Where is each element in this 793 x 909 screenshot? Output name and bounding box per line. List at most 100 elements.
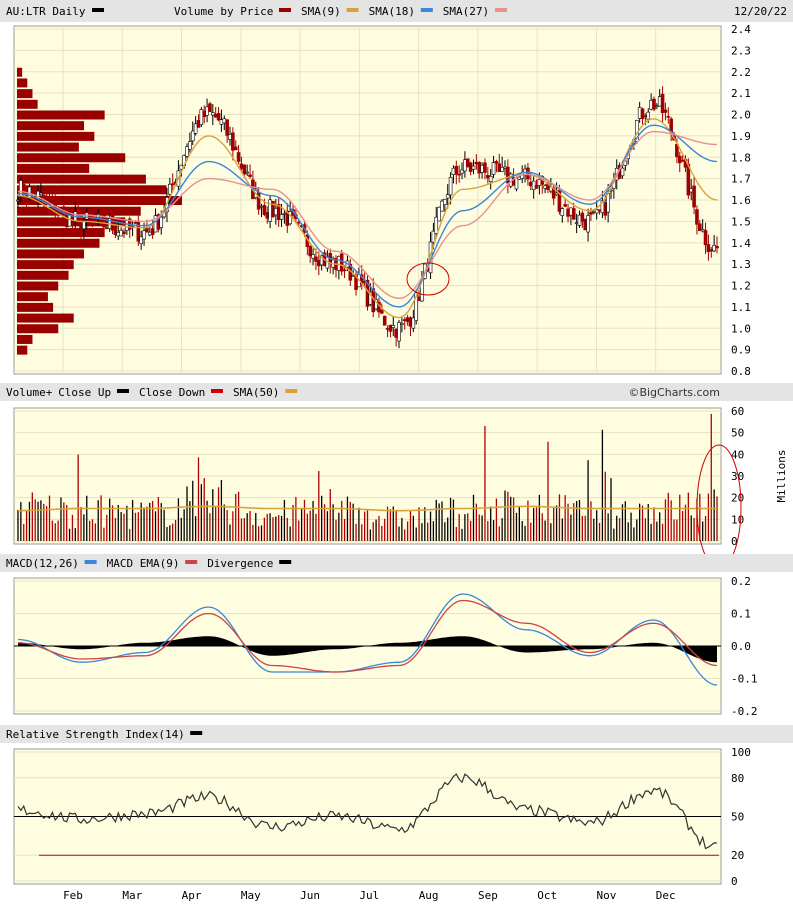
price-tick-label: 1.2	[731, 280, 751, 293]
candle-body	[526, 167, 530, 180]
volume-by-price-bar	[17, 196, 182, 205]
price-tick-label: 1.7	[731, 173, 751, 186]
candle-body	[316, 260, 321, 267]
candle-body	[445, 194, 450, 199]
candle-body	[314, 256, 318, 262]
candle-body	[586, 215, 590, 233]
candle-body	[437, 206, 441, 222]
candle-body	[698, 223, 702, 231]
volume-by-price-bar	[17, 249, 85, 259]
legend-swatch	[420, 8, 433, 12]
candle-body	[583, 218, 588, 231]
candle-body	[337, 256, 341, 271]
volume-sma50-line	[18, 505, 717, 512]
volume-by-price-bar	[17, 131, 95, 141]
candle-body	[405, 317, 410, 322]
rsi-tick-label: 80	[731, 772, 744, 785]
candle-body	[448, 177, 453, 196]
macd-line	[17, 593, 718, 686]
volume-tick-label: 50	[731, 427, 744, 440]
candle-body	[443, 198, 447, 205]
candle-body	[695, 209, 699, 225]
candle-body	[517, 176, 522, 180]
volume-by-price-bar	[17, 324, 59, 334]
rsi-tick-label: 50	[731, 811, 744, 824]
price-tick-label: 1.3	[731, 258, 751, 271]
legend-label: Close Up	[58, 386, 111, 399]
candle-body	[282, 213, 287, 215]
candle-body	[16, 199, 20, 202]
volume-header-bar	[0, 383, 793, 401]
header-legend: Volume by Price SMA(9) SMA(18) SMA(27)	[92, 5, 507, 18]
candle-body	[279, 214, 284, 220]
volume-by-price-bar	[17, 345, 28, 355]
candle-body	[342, 269, 347, 272]
candle-body	[491, 162, 496, 175]
price-tick-label: 1.4	[731, 237, 751, 250]
candle-body	[231, 132, 235, 151]
candle-body	[205, 106, 209, 116]
legend-swatch	[285, 389, 298, 393]
candle-body	[703, 230, 708, 246]
volume-by-price-bar	[17, 99, 38, 109]
candle-body	[709, 249, 714, 252]
candle-body	[147, 231, 152, 236]
candle-body	[400, 322, 404, 325]
volume-by-price-bar	[17, 292, 48, 302]
candle-body	[262, 205, 267, 215]
candle-body	[557, 190, 562, 212]
candle-body	[199, 109, 204, 126]
rsi-tick-label: 100	[731, 746, 751, 759]
legend-label: SMA(9)	[301, 5, 341, 18]
volume-by-price-bar	[17, 238, 100, 248]
candle-body	[311, 254, 315, 259]
candle-body	[580, 212, 585, 222]
candle-body	[380, 309, 384, 314]
legend-swatch	[84, 560, 97, 564]
volume-by-price-bar	[17, 281, 59, 291]
legend-label: Volume by Price	[174, 5, 273, 18]
candle-body	[431, 230, 436, 243]
header-bar	[0, 0, 793, 22]
volume-tick-label: 30	[731, 470, 744, 483]
candle-body	[222, 118, 227, 124]
candle-body	[142, 230, 146, 240]
candle-body	[168, 183, 172, 195]
volume-by-price-bar	[17, 89, 33, 99]
candle-body	[84, 212, 89, 220]
volume-tick-label: 10	[731, 513, 744, 526]
candle-body	[597, 209, 602, 212]
candle-body	[150, 228, 155, 235]
legend-label: MACD(12,26)	[6, 557, 79, 570]
legend-swatch	[279, 560, 292, 564]
candle-body	[566, 208, 570, 217]
x-tick-label: Aug	[419, 889, 439, 902]
candle-body	[460, 169, 464, 174]
candle-body	[669, 118, 673, 133]
candle-body	[700, 229, 705, 232]
candle-body	[188, 141, 192, 150]
candle-body	[236, 152, 241, 162]
candle-body	[715, 245, 719, 249]
x-tick-label: Apr	[182, 889, 202, 902]
volume-by-price-bar	[17, 260, 74, 270]
candle-body	[554, 192, 559, 196]
rsi-axis: 100 80 50 20 0	[731, 746, 751, 888]
price-tick-label: 2.3	[731, 44, 751, 57]
price-tick-label: 1.6	[731, 194, 751, 207]
price-tick-label: 2.1	[731, 87, 751, 100]
legend-swatch	[185, 560, 198, 564]
price-tick-label: 0.9	[731, 344, 751, 357]
volume-by-price-bar	[17, 228, 105, 238]
candle-body	[440, 200, 444, 212]
candle-body	[116, 232, 121, 237]
candle-body	[47, 196, 52, 203]
candle-body	[239, 163, 244, 169]
candle-body	[211, 112, 215, 116]
candle-body	[139, 236, 143, 245]
volume-by-price-bar	[17, 270, 69, 280]
candle-body	[637, 107, 642, 119]
candle-body	[411, 317, 416, 329]
volume-sma-line	[18, 505, 717, 512]
candle-body	[465, 158, 470, 168]
